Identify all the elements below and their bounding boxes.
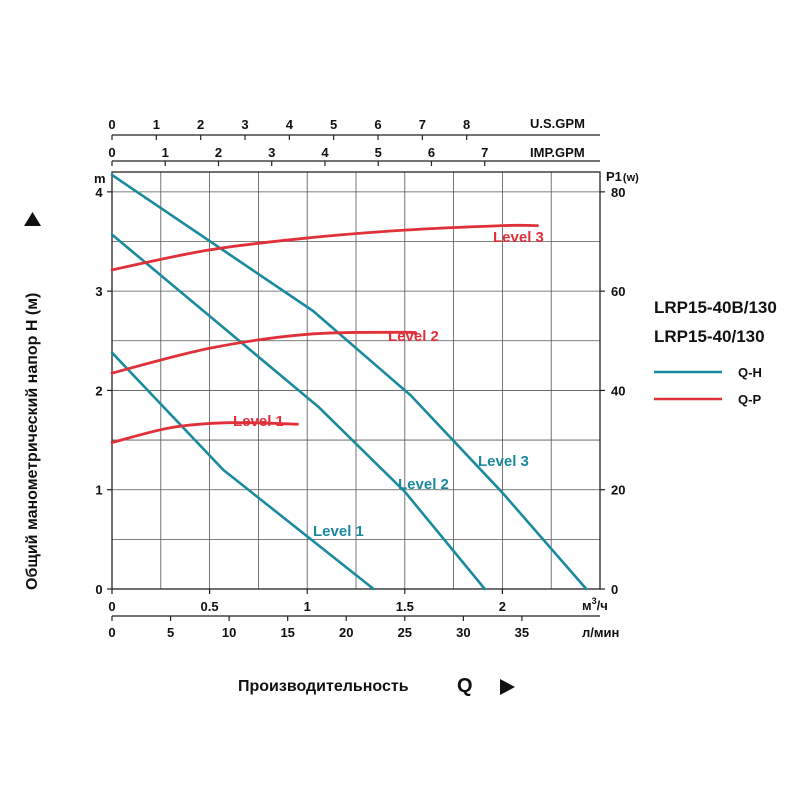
pump-performance-chart: 0 1 2 3 4 5 6 7 80 1 2 3 4 5 6 7 U.S.GPM IMP.GPM 01234 … [0,0,800,800]
model-name-2: LRP15-40/130 [654,327,765,346]
right-axis-unit: P1(w) [606,169,639,184]
x-axis-title: Производительность [238,678,409,695]
left-axis-ticks: 0 1 2 3 4 [95,185,112,597]
top-axis-ticks: 0 1 2 3 4 5 6 7 80 1 2 3 4 5 6 7 [108,117,488,166]
bottom-axis-ticks: 0 0.5 1 1.5 20 5 10 15 20 25 30 35 [108,589,529,640]
usgpm-tick-label: 1 [153,117,160,132]
impgpm-tick-label: 4 [321,145,329,160]
right-tick-label: 80 [611,185,625,200]
impgpm-tick-label: 0 [108,145,115,160]
left-axis-unit: m [94,171,106,186]
legend-qh-label: Q-H [738,365,762,380]
right-tick-label: 60 [611,284,625,299]
lmin-tick-label: 25 [398,625,412,640]
m3h-tick-label: 1.5 [396,599,414,614]
left-tick-label: 3 [95,284,102,299]
model-name-1: LRP15-40B/130 [654,298,777,317]
qp-level-3-label: Level 3 [493,229,544,246]
m3h-tick-label: 2 [499,599,506,614]
y-axis-arrow-icon [24,212,41,226]
right-axis-unit-suffix: (w) [623,172,639,184]
qp-curve-level-2 [112,332,416,373]
usgpm-tick-label: 7 [419,117,426,132]
impgpm-tick-label: 5 [375,145,382,160]
impgpm-tick-label: 7 [481,145,488,160]
qp-level-1-label: Level 1 [233,413,284,430]
y-axis-title: Общий манометрический напор Н (м) [24,293,41,590]
qp-curve-level-3 [112,225,538,270]
right-axis-unit-prefix: P1 [606,169,622,184]
usgpm-tick-label: 6 [374,117,381,132]
x-axis-symbol: Q [457,675,473,697]
impgpm-unit-label: IMP.GPM [530,145,585,160]
lmin-tick-label: 15 [280,625,294,640]
qh-level-2-label: Level 2 [398,476,449,493]
impgpm-tick-label: 2 [215,145,222,160]
lmin-tick-label: 30 [456,625,470,640]
lmin-tick-label: 35 [515,625,529,640]
usgpm-tick-label: 5 [330,117,337,132]
qh-level-3-label: Level 3 [478,453,529,470]
usgpm-tick-label: 2 [197,117,204,132]
m3h-tick-label: 1 [304,599,311,614]
m3h-tick-label: 0 [108,599,115,614]
right-tick-label: 0 [611,582,618,597]
qp-level-2-label: Level 2 [388,328,439,345]
lmin-tick-label: 5 [167,625,174,640]
impgpm-tick-label: 1 [162,145,169,160]
lmin-tick-label: 10 [222,625,236,640]
impgpm-tick-label: 3 [268,145,275,160]
lmin-unit-label: л/мин [582,625,619,640]
x-axis-arrow-icon [500,679,515,695]
qh-level-1-label: Level 1 [313,523,364,540]
right-tick-label: 20 [611,483,625,498]
m3h-tick-label: 0.5 [201,599,219,614]
legend-qp-label: Q-P [738,392,761,407]
qh-curve-level-1 [112,353,374,589]
usgpm-tick-label: 8 [463,117,470,132]
impgpm-tick-label: 6 [428,145,435,160]
usgpm-tick-label: 3 [241,117,248,132]
lmin-tick-label: 20 [339,625,353,640]
usgpm-tick-label: 0 [108,117,115,132]
m3h-unit-label: м3/ч [582,596,608,613]
left-tick-label: 2 [95,383,102,398]
left-tick-label: 1 [95,483,102,498]
m3h-unit-tail: /ч [597,598,608,613]
left-tick-label: 4 [95,185,103,200]
usgpm-tick-label: 4 [286,117,294,132]
lmin-tick-label: 0 [108,625,115,640]
left-tick-label: 0 [95,582,102,597]
usgpm-unit-label: U.S.GPM [530,116,585,131]
right-axis-ticks: 0 20 40 60 80 [600,185,625,597]
m3h-unit-base: м [582,598,592,613]
right-tick-label: 40 [611,383,625,398]
